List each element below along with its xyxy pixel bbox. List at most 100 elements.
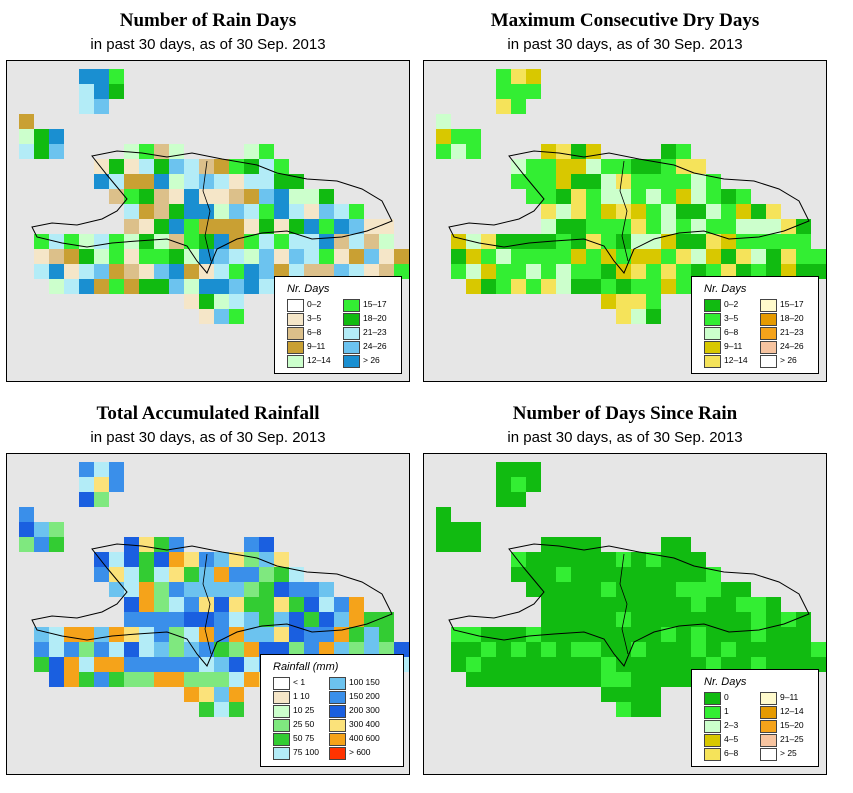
map-cell	[451, 264, 466, 279]
map-cell	[169, 597, 184, 612]
map-cell	[616, 189, 631, 204]
map-cell	[154, 567, 169, 582]
map-cell	[229, 687, 244, 702]
legend-title: Nr. Days	[287, 283, 330, 295]
map-cell	[79, 657, 94, 672]
legend-swatch	[760, 327, 777, 340]
map-cell	[364, 264, 379, 279]
map-cell	[199, 687, 214, 702]
map-cell	[586, 174, 601, 189]
map-cell	[586, 264, 601, 279]
map-cell	[751, 657, 766, 672]
map-cell	[304, 627, 319, 642]
map-cell	[79, 672, 94, 687]
map-cell	[259, 249, 274, 264]
map-cell	[334, 219, 349, 234]
legend-swatch	[329, 677, 346, 690]
map-cell	[556, 144, 571, 159]
country-border	[619, 553, 629, 655]
map-cell	[496, 462, 511, 477]
legend-swatch	[287, 355, 304, 368]
legend-label: 6–8	[307, 327, 322, 337]
map-cell	[751, 612, 766, 627]
map-cell	[436, 129, 451, 144]
map-cell	[19, 144, 34, 159]
map-dry-days[interactable]: Nr. Days 0–2 3–5 6–8 9–11 12–14 15–17 18–20 21–…	[423, 60, 827, 382]
map-cell	[379, 642, 394, 657]
map-cell	[169, 672, 184, 687]
map-cell	[214, 672, 229, 687]
map-cell	[601, 642, 616, 657]
map-cell	[34, 264, 49, 279]
map-cell	[394, 249, 409, 264]
map-cell	[496, 657, 511, 672]
map-cell	[616, 249, 631, 264]
map-cell	[289, 582, 304, 597]
map-cell	[259, 189, 274, 204]
map-cell	[274, 159, 289, 174]
map-cell	[676, 189, 691, 204]
map-cell	[736, 642, 751, 657]
map-cell	[676, 279, 691, 294]
map-cell	[229, 582, 244, 597]
map-cell	[511, 84, 526, 99]
map-cell	[364, 642, 379, 657]
map-days-since-rain[interactable]: Nr. Days 0 1 2–3 4–5 6–8 9–11 12–14 15–20 21–25 >…	[423, 453, 827, 775]
map-rainfall[interactable]: Rainfall (mm) < 1 1 10 10 25 25 50 50 75 75 1…	[6, 453, 410, 775]
map-cell	[244, 567, 259, 582]
map-cell	[646, 552, 661, 567]
panel-rainfall: Total Accumulated Rainfall in past 30 da…	[3, 393, 413, 783]
map-cell	[511, 69, 526, 84]
map-cell	[631, 219, 646, 234]
map-cell	[556, 219, 571, 234]
map-cell	[661, 219, 676, 234]
map-cell	[169, 159, 184, 174]
map-cell	[661, 657, 676, 672]
map-cell	[481, 627, 496, 642]
map-cell	[511, 672, 526, 687]
map-cell	[481, 279, 496, 294]
map-cell	[49, 642, 64, 657]
map-cell	[124, 537, 139, 552]
map-cell	[541, 672, 556, 687]
map-rain-days[interactable]: Nr. Days 0–2 3–5 6–8 9–11 12–14 15–17 18–20 21–…	[6, 60, 410, 382]
map-cell	[139, 204, 154, 219]
legend-swatch	[704, 313, 721, 326]
map-cell	[556, 657, 571, 672]
legend-label: 50 75	[293, 733, 315, 743]
map-grid	[19, 69, 409, 324]
map-cell	[556, 567, 571, 582]
map-cell	[661, 279, 676, 294]
map-cell	[586, 204, 601, 219]
map-cell	[736, 582, 751, 597]
map-cell	[199, 309, 214, 324]
map-cell	[646, 264, 661, 279]
map-cell	[676, 249, 691, 264]
map-cell	[451, 537, 466, 552]
map-cell	[124, 144, 139, 159]
map-cell	[736, 612, 751, 627]
map-cell	[661, 537, 676, 552]
map-cell	[259, 279, 274, 294]
map-cell	[736, 264, 751, 279]
map-cell	[646, 204, 661, 219]
map-cell	[646, 567, 661, 582]
map-cell	[364, 612, 379, 627]
map-cell	[646, 279, 661, 294]
map-cell	[796, 657, 811, 672]
map-cell	[766, 234, 781, 249]
map-cell	[556, 642, 571, 657]
legend-label: 75 100	[293, 747, 319, 757]
map-cell	[79, 492, 94, 507]
map-cell	[49, 129, 64, 144]
map-cell	[631, 249, 646, 264]
map-cell	[184, 597, 199, 612]
map-cell	[154, 627, 169, 642]
map-cell	[229, 309, 244, 324]
map-cell	[109, 189, 124, 204]
legend-label: 21–23	[363, 327, 387, 337]
map-cell	[214, 582, 229, 597]
map-cell	[511, 462, 526, 477]
map-cell	[169, 234, 184, 249]
map-cell	[736, 219, 751, 234]
